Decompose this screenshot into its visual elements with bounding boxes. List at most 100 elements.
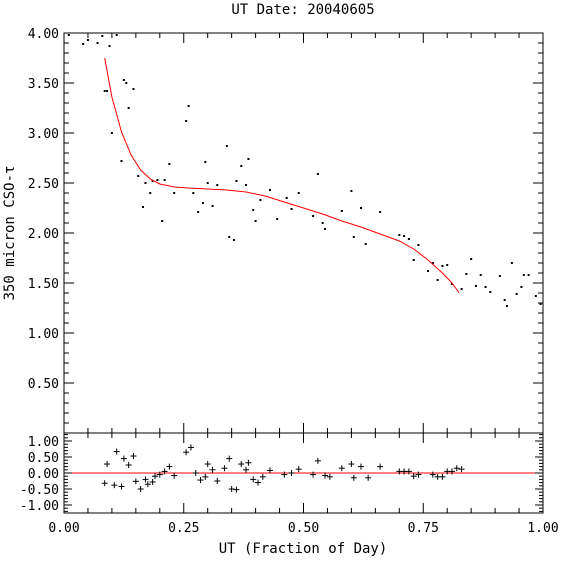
tau-point [206,182,209,184]
residual-point [149,478,156,485]
residual-ticks [63,433,544,513]
residual-point [204,461,211,468]
tau-data-points [67,34,542,307]
tau-point [297,192,300,194]
residual-point [192,470,199,476]
tau-point [474,285,477,287]
residual-point [183,449,190,456]
residual-point [266,467,273,474]
tau-point [412,259,415,261]
tau-point [151,180,154,182]
tau-point [506,305,509,307]
tau-y-tick-label: 1.00 [28,327,59,342]
tau-point [407,238,410,240]
tau-point [106,90,109,92]
residual-point [429,471,436,478]
tau-point [312,215,315,217]
tau-y-tick-label: 3.50 [28,77,59,92]
tau-point [173,192,176,194]
residual-point [314,457,321,464]
residual-point [338,465,345,472]
residual-point [132,478,139,485]
tau-point [122,79,125,81]
tau-point [96,42,99,44]
residual-point [405,468,412,475]
residual-point [458,466,465,473]
tau-point [254,220,257,222]
x-tick-label: 0.50 [288,521,319,536]
tau-y-tick-label: 4.00 [28,27,59,42]
tau-point [86,39,89,41]
tau-point [259,199,262,201]
tau-point [137,175,140,177]
tau-point [156,179,159,181]
tau-point [324,228,327,230]
tau-point [103,90,106,92]
tau-y-tick-labels: 0.50 1.00 1.50 2.00 2.50 3.00 3.50 4.00 [28,27,59,392]
residual-y-tick-label: 1.00 [28,435,59,450]
tau-point [247,158,250,160]
tau-point [527,274,530,276]
tau-point [479,274,482,276]
tau-point [446,264,449,266]
tau-point [108,45,111,47]
tau-point [290,208,293,210]
residual-point [357,463,364,470]
tau-point [120,160,123,162]
residual-point [228,486,235,492]
residual-point [453,465,460,472]
tau-y-tick-label: 2.50 [28,177,59,192]
x-tick-label: 1.00 [527,521,558,536]
tau-point [352,236,355,238]
x-tick-labels: 0.00 0.25 0.50 0.75 1.00 [48,521,558,536]
tau-point [201,202,204,204]
tau-point [436,279,439,281]
tau-point [268,189,271,191]
residual-point [254,479,261,486]
residual-y-tick-label: 0.00 [28,467,59,482]
tau-plot-frame [63,32,544,434]
residual-point [101,480,108,487]
residual-point [113,448,120,455]
residual-point [171,472,178,479]
tau-point [225,145,228,147]
tau-point [520,286,523,288]
tau-point [484,286,487,288]
tau-point [465,273,468,275]
tau-point [82,43,85,45]
residual-y-tick-label: -0.50 [20,483,59,498]
residual-point [137,486,144,492]
residual-y-tick-labels: 1.000.500.00-0.50-1.00 [20,435,59,514]
tau-point [211,205,214,207]
residual-data-points [101,444,465,493]
residual-panel: 1.000.500.00-0.50-1.00 0.00 0.25 0.50 0.75 1… [20,432,559,557]
x-tick-label: 0.75 [408,521,439,536]
tau-point [110,132,113,134]
tau-point [403,235,406,237]
tau-point [197,211,200,213]
tau-point [132,88,135,90]
tau-point [163,179,166,181]
tau-point [125,82,128,84]
chart-title: UT Date: 20040605 [231,2,374,18]
tau-point [316,173,319,175]
residual-point [152,473,159,480]
x-tick-label: 0.00 [48,521,79,536]
tau-point [192,192,195,194]
residual-point [310,471,317,478]
residual-point [243,466,250,473]
tau-point [379,211,382,213]
residual-point [245,459,252,466]
residual-point [259,473,266,480]
tau-point [460,288,463,290]
tau-panel: 0.50 1.00 1.50 2.00 2.50 3.00 3.50 4.00 350 mic… [2,27,544,434]
tau-point [364,243,367,245]
residual-point [288,470,295,476]
tau-fit-curve [104,57,460,294]
tau-point [431,262,434,264]
residual-point [348,461,355,468]
tau-point [498,275,501,277]
tau-point [321,222,324,224]
tau-y-tick-label: 2.00 [28,227,59,242]
